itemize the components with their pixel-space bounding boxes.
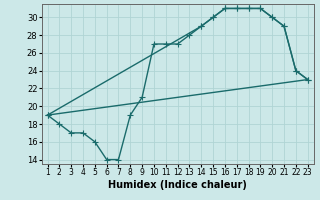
X-axis label: Humidex (Indice chaleur): Humidex (Indice chaleur)	[108, 180, 247, 190]
